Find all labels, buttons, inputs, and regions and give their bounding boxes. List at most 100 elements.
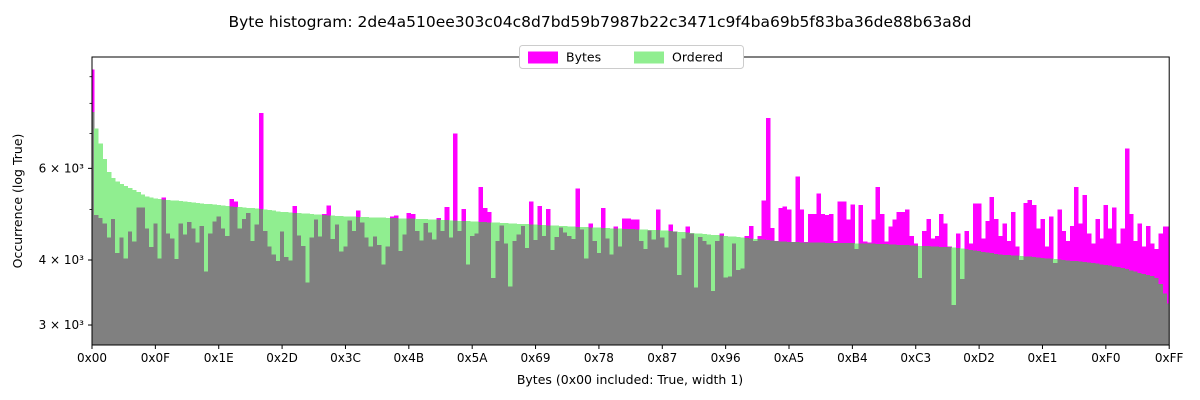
- histogram-bar-overlap: [1133, 271, 1138, 345]
- histogram-bar-ordered: [643, 229, 648, 249]
- histogram-bar-bytes: [938, 214, 944, 247]
- histogram-bar-overlap: [305, 282, 310, 345]
- histogram-bar-ordered: [503, 223, 509, 244]
- x-tick-label: 0xA5: [774, 351, 805, 365]
- histogram-bar-overlap: [1141, 273, 1147, 345]
- histogram-bar-bytes: [820, 214, 826, 243]
- histogram-bar-overlap: [313, 219, 319, 345]
- histogram-bar-ordered: [225, 205, 230, 236]
- histogram-bar-overlap: [913, 245, 919, 345]
- histogram-bar-overlap: [541, 235, 547, 345]
- histogram-bar-bytes: [782, 206, 788, 242]
- histogram-bar-overlap: [896, 244, 902, 345]
- histogram-bar-overlap: [672, 231, 678, 345]
- histogram-bar-ordered: [664, 230, 669, 248]
- histogram-bar-overlap: [943, 246, 948, 345]
- histogram-bar-bytes: [833, 241, 838, 243]
- histogram-bar-overlap: [1145, 274, 1151, 345]
- histogram-bar-overlap: [753, 241, 758, 345]
- histogram-bar-overlap: [279, 231, 285, 345]
- histogram-bar-ordered: [457, 220, 462, 231]
- histogram-bar-bytes: [406, 213, 412, 219]
- histogram-bar-ordered: [723, 235, 729, 278]
- histogram-bar-bytes: [875, 187, 881, 244]
- histogram-bar-bytes: [1069, 225, 1075, 261]
- histogram-bar-bytes: [888, 226, 893, 245]
- histogram-bar-bytes: [161, 197, 167, 200]
- histogram-bar-ordered: [102, 159, 108, 224]
- histogram-bar-overlap: [1150, 275, 1155, 345]
- histogram-bar-ordered: [187, 202, 192, 223]
- histogram-bar-ordered: [279, 211, 285, 232]
- histogram-bar-bytes: [1167, 226, 1170, 304]
- histogram-bar-bytes: [685, 226, 691, 233]
- histogram-bar-overlap: [731, 243, 737, 345]
- histogram-bar-bytes: [322, 214, 327, 216]
- histogram-bar-bytes: [229, 198, 234, 207]
- histogram-bar-overlap: [917, 278, 923, 345]
- histogram-bar-overlap: [212, 221, 217, 345]
- histogram-bar-overlap: [601, 227, 606, 345]
- histogram-bar-overlap: [263, 230, 268, 345]
- x-tick-label: 0xB4: [837, 351, 868, 365]
- x-tick-label: 0x96: [711, 351, 741, 365]
- x-tick-label: 0x87: [647, 351, 677, 365]
- histogram-bar-overlap: [955, 248, 961, 345]
- histogram-bar-overlap: [229, 206, 234, 345]
- histogram-bar-overlap: [846, 243, 851, 345]
- histogram-bar-ordered: [474, 221, 479, 234]
- histogram-bar-overlap: [651, 239, 657, 345]
- histogram-bar-overlap: [609, 254, 615, 345]
- x-tick-label: 0xFF: [1155, 351, 1184, 365]
- histogram-bar-overlap: [1120, 268, 1126, 345]
- histogram-bar-ordered: [491, 222, 496, 279]
- histogram-bar-bytes: [1154, 248, 1159, 279]
- histogram-bar-overlap: [1099, 264, 1105, 345]
- histogram-bar-overlap: [1057, 259, 1062, 345]
- histogram-bar-bytes: [993, 218, 999, 254]
- histogram-bar-ordered: [385, 217, 391, 247]
- chart-title: Byte histogram: 2de4a510ee303c04c8d7bd59…: [228, 13, 971, 31]
- histogram-bar-overlap: [951, 304, 957, 345]
- histogram-bar-ordered: [1019, 256, 1024, 260]
- histogram-bar-bytes: [1057, 209, 1062, 260]
- histogram-bar-overlap: [461, 220, 467, 345]
- histogram-bar-bytes: [871, 219, 876, 244]
- histogram-bar-overlap: [689, 233, 695, 345]
- histogram-bar-bytes: [453, 133, 458, 221]
- histogram-bar-overlap: [92, 111, 95, 345]
- histogram-bar-overlap: [267, 246, 272, 345]
- histogram-bar-ordered: [470, 221, 475, 236]
- legend-label-ordered: Ordered: [672, 50, 723, 65]
- histogram-bar-ordered: [220, 205, 226, 229]
- histogram-bar-ordered: [715, 235, 720, 242]
- histogram-bar-ordered: [651, 230, 657, 240]
- histogram-bar-ordered: [592, 227, 598, 242]
- histogram-bar-overlap: [981, 251, 986, 345]
- histogram-bar-overlap: [339, 251, 344, 345]
- histogram-bar-overlap: [550, 250, 555, 345]
- histogram-bar-overlap: [512, 241, 517, 345]
- histogram-bar-ordered: [119, 183, 124, 238]
- histogram-bar-ordered: [584, 227, 589, 259]
- histogram-bar-overlap: [144, 228, 150, 345]
- histogram-bar-overlap: [288, 260, 293, 345]
- histogram-bar-bytes: [1086, 233, 1092, 263]
- histogram-bar-ordered: [98, 143, 103, 218]
- histogram-bar-ordered: [127, 188, 133, 232]
- histogram-bar-overlap: [208, 233, 213, 345]
- histogram-bar-bytes: [981, 238, 986, 252]
- histogram-bar-bytes: [630, 219, 636, 230]
- histogram-bar-overlap: [495, 241, 500, 345]
- histogram-bar-overlap: [520, 225, 526, 345]
- histogram-bar-ordered: [275, 211, 281, 262]
- legend-label-bytes: Bytes: [566, 50, 601, 65]
- histogram-bar-bytes: [1129, 214, 1134, 271]
- histogram-bar-overlap: [432, 239, 437, 345]
- histogram-bar-bytes: [258, 113, 264, 210]
- histogram-bar-overlap: [622, 228, 627, 345]
- histogram-bar-bytes: [985, 221, 990, 253]
- histogram-bar-overlap: [153, 223, 158, 345]
- histogram-bar-overlap: [744, 237, 750, 345]
